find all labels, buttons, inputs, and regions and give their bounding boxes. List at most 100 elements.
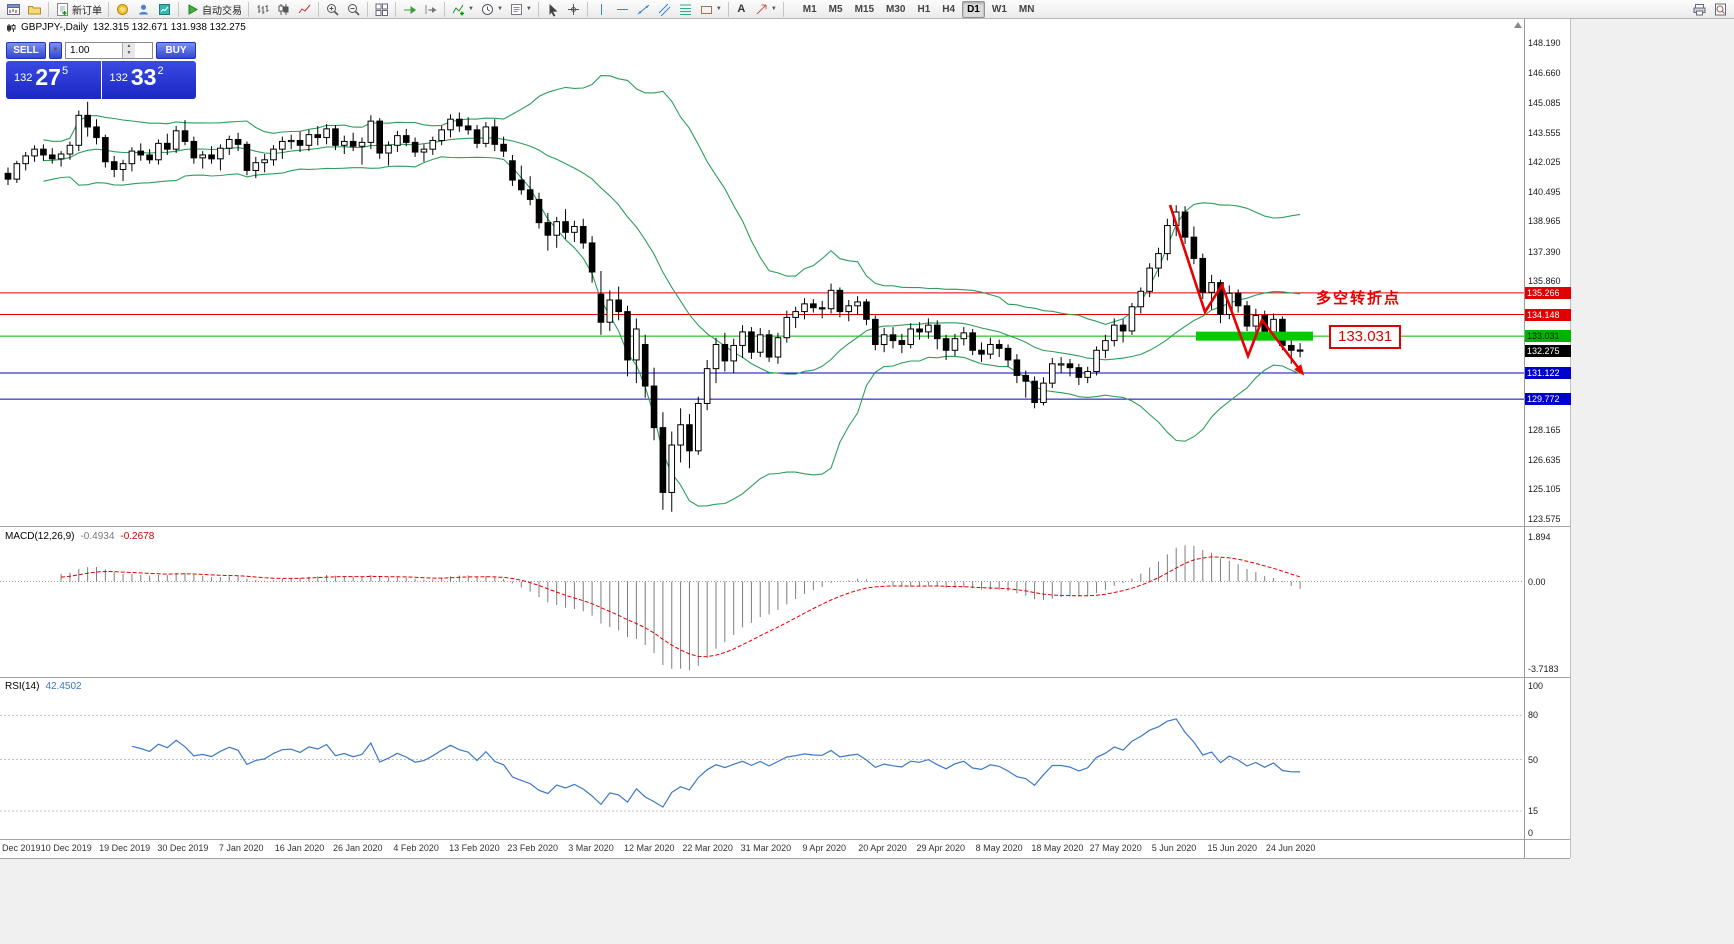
tile-windows-button[interactable] [371,1,392,18]
date-axis-label[interactable]: 18 May 2020 [1031,843,1084,853]
date-axis-label[interactable]: 24 Jun 2020 [1265,843,1316,853]
price-axis-label[interactable]: 128.165 [1528,425,1561,436]
date-axis-label[interactable]: 27 May 2020 [1089,843,1142,853]
order-options-dropdown[interactable]: ▼ [49,41,62,59]
panel-separator[interactable] [0,526,1570,527]
arrow-tool-button[interactable]: ▼ [751,1,780,18]
macd-panel[interactable] [0,527,1524,677]
profiles-button[interactable] [24,1,45,18]
date-axis-label[interactable]: 31 Mar 2020 [740,843,792,853]
buy-price-display[interactable]: 132 33 2 [101,61,196,99]
date-axis-label[interactable]: 12 Mar 2020 [624,843,675,853]
timeframe-W1[interactable]: W1 [991,3,1007,15]
fibonacci-tool-button[interactable] [675,1,696,18]
price-axis-label[interactable]: 140.495 [1528,186,1561,197]
date-axis-label[interactable]: 9 Apr 2020 [802,843,846,853]
timeframe-M1[interactable]: M1 [802,3,817,15]
rsi-axis-label[interactable]: 0 [1528,828,1534,838]
date-axis-label[interactable]: 3 Mar 2020 [568,843,614,853]
timeframe-H4[interactable]: H4 [942,3,956,15]
macd-axis-label[interactable]: 0.00 [1528,576,1546,587]
candlestick-chart[interactable] [0,19,1524,526]
date-axis-label[interactable]: 22 Mar 2020 [682,843,733,853]
price-axis-label[interactable]: 142.025 [1528,157,1561,168]
price-axis-label[interactable]: 145.085 [1528,98,1561,109]
chart-shift-button[interactable] [420,1,441,18]
macd-axis-label[interactable]: -3.7183 [1528,664,1559,674]
horizontal-level-lines[interactable] [0,292,1524,400]
date-axis-label[interactable]: 30 Dec 2019 [157,843,209,853]
volume-input[interactable] [66,42,122,58]
sell-price-display[interactable]: 132 27 5 [6,61,101,99]
line-chart-mode-button[interactable] [294,1,315,18]
macd-axis-label[interactable]: 1.894 [1528,532,1551,542]
support-level-label[interactable]: 133.031 [1329,325,1402,349]
price-axis-label[interactable]: 143.555 [1528,127,1561,138]
volume-decrease-button[interactable]: ▼ [123,50,135,58]
timeframe-M30[interactable]: M30 [886,3,906,15]
timeframe-H1[interactable]: H1 [917,3,931,15]
date-axis-label[interactable]: 23 Feb 2020 [507,843,558,853]
price-axis-label[interactable]: 125.105 [1528,484,1561,495]
signals-button[interactable] [154,1,175,18]
date-axis-label[interactable]: 10 Dec 2019 [40,843,92,853]
crosshair-tool-button[interactable] [563,1,584,18]
chart-shift-marker[interactable] [1514,22,1522,28]
panel-separator[interactable] [0,677,1570,678]
date-axis-label[interactable]: 7 Jan 2020 [218,843,264,853]
date-axis-label[interactable]: 15 Jun 2020 [1207,843,1258,853]
zoom-in-button[interactable] [322,1,343,18]
date-axis-label[interactable]: 4 Feb 2020 [393,843,439,853]
rsi-axis-label[interactable]: 80 [1528,710,1539,721]
periods-button[interactable]: ▼ [477,1,506,18]
new-chart-button[interactable] [3,1,24,18]
date-axis-label[interactable]: 29 Apr 2020 [916,843,966,853]
candlesticks-group[interactable] [4,101,1304,512]
timeframe-MN[interactable]: MN [1018,3,1035,15]
turning-point-annotation[interactable]: 多空转折点 [1316,290,1402,307]
new-order-button[interactable]: 新订单 [52,1,105,18]
sell-button[interactable]: SELL [6,41,46,59]
channel-tool-button[interactable] [654,1,675,18]
date-axis-label[interactable]: 8 May 2020 [975,843,1023,853]
vertical-line-tool-button[interactable] [591,1,612,18]
date-axis-label[interactable]: Dec 2019 [2,843,41,853]
shapes-tool-button[interactable]: ▼ [696,1,725,18]
candlestick-mode-button[interactable] [273,1,294,18]
trendline-tool-button[interactable] [633,1,654,18]
rsi-axis-label[interactable]: 15 [1528,805,1539,816]
print-button[interactable] [1689,1,1710,18]
autotrading-button[interactable]: 自动交易 [182,1,245,18]
print-preview-button[interactable] [1710,1,1731,18]
auto-scroll-button[interactable] [399,1,420,18]
price-axis-label[interactable]: 146.660 [1528,67,1561,78]
rsi-axis-label[interactable]: 50 [1528,754,1539,765]
price-axis-separator[interactable] [1524,19,1525,858]
buy-button[interactable]: BUY [156,41,196,59]
text-tool-button[interactable]: A [732,1,751,18]
bar-chart-mode-button[interactable] [252,1,273,18]
price-axis-label[interactable]: 126.635 [1528,454,1561,465]
rsi-axis-label[interactable]: 100 [1528,681,1544,691]
price-axis-label[interactable]: 135.860 [1528,276,1561,287]
cursor-tool-button[interactable] [542,1,563,18]
price-axis-label[interactable]: 123.575 [1528,514,1561,524]
timeframe-M5[interactable]: M5 [828,3,843,15]
timeframe-D1[interactable]: D1 [962,0,985,18]
community-button[interactable] [133,1,154,18]
volume-increase-button[interactable]: ▲ [123,42,135,50]
market-button[interactable] [112,1,133,18]
price-axis-label[interactable]: 138.965 [1528,216,1561,227]
date-axis-label[interactable]: 13 Feb 2020 [449,843,500,853]
date-axis-label[interactable]: 16 Jan 2020 [274,843,325,853]
rsi-panel[interactable] [0,678,1524,839]
price-axis-label[interactable]: 137.390 [1528,246,1561,257]
horizontal-line-tool-button[interactable] [612,1,633,18]
date-axis-label[interactable]: 19 Dec 2019 [99,843,151,853]
date-axis-label[interactable]: 20 Apr 2020 [858,843,907,853]
indicators-button[interactable]: ▼ [448,1,477,18]
timeframe-M15[interactable]: M15 [854,3,875,15]
zoom-out-button[interactable] [343,1,364,18]
date-axis-label[interactable]: 26 Jan 2020 [333,843,383,853]
date-axis-label[interactable]: 5 Jun 2020 [1151,843,1197,853]
